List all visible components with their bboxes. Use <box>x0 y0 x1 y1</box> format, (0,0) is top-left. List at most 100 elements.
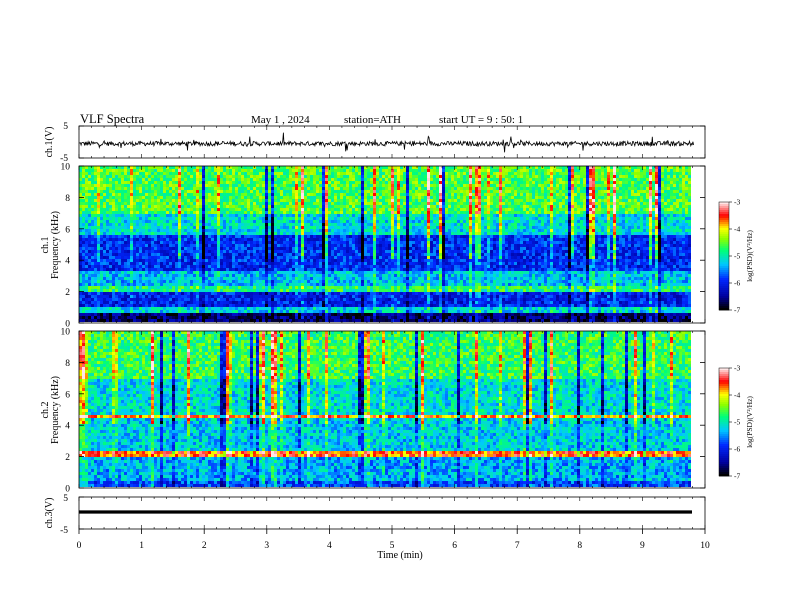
ch1-spec-cell <box>163 181 166 184</box>
ch1-spec-cell <box>526 187 529 190</box>
ch1-spec-cell <box>283 208 286 211</box>
ch1-spec-cell <box>319 187 322 190</box>
ch1-spec-cell <box>667 181 670 184</box>
ch1-spec-cell <box>580 211 583 214</box>
ch1-spec-cell <box>403 187 406 190</box>
ch1-spec-cell <box>655 232 658 235</box>
ch1-spec-cell <box>244 205 247 208</box>
ch1-spec-cell <box>427 187 430 190</box>
ch1-spec-cell <box>172 181 175 184</box>
ch1-spec-cell <box>82 175 85 178</box>
ch1-spec-cell <box>211 178 214 181</box>
ch1-spec-cell <box>136 226 139 229</box>
ch1-spec-cell <box>373 196 376 199</box>
ch1-spec-cell <box>625 223 628 226</box>
ch1-spec-cell <box>322 187 325 190</box>
ch1-spec-cell <box>235 166 238 169</box>
ch1-spec-cell <box>136 187 139 190</box>
ch1-spec-cell <box>364 199 367 202</box>
ch1-spec-cell <box>163 169 166 172</box>
ch1-spec-cell <box>502 220 505 223</box>
ch1-spec-cell <box>121 229 124 232</box>
ch1-spec-cell <box>88 187 91 190</box>
ch1-spec-cell <box>652 190 655 193</box>
ch1-spec-cell <box>208 169 211 172</box>
ch1-spec-cell <box>466 193 469 196</box>
ch1-spec-cell <box>289 193 292 196</box>
ch1-spec-cell <box>118 205 121 208</box>
ch1-spec-cell <box>100 238 103 241</box>
ch1-spec-cell <box>289 235 292 238</box>
ch1-spec-cell <box>628 193 631 196</box>
ch1-spec-cell <box>502 208 505 211</box>
ch1-spec-cell <box>628 181 631 184</box>
ch1-spec-cell <box>571 184 574 187</box>
ch1-spec-cell <box>256 208 259 211</box>
ch1-spec-cell <box>262 235 265 238</box>
ch1-spec-cell <box>130 235 133 238</box>
ch1-spec-cell <box>142 187 145 190</box>
ch1-spec-cell <box>424 220 427 223</box>
ch1-spec-cell <box>613 208 616 211</box>
ch1-spec-cell <box>655 190 658 193</box>
ch1-spec-cell <box>688 187 691 190</box>
ch1-spec-cell <box>178 190 181 193</box>
ch1-spec-cell <box>340 187 343 190</box>
ch1-spec-cell <box>286 181 289 184</box>
ch1-spec-cell <box>169 193 172 196</box>
ch1-spec-cell <box>616 226 619 229</box>
ch1-spec-cell <box>397 226 400 229</box>
ch1-spec-cell <box>559 190 562 193</box>
ch1-spec-cell <box>538 226 541 229</box>
ch1-spec-cell <box>304 172 307 175</box>
ch1-spec-cell <box>124 223 127 226</box>
ch1-spec-cell <box>592 211 595 214</box>
ch1-spec-cell <box>640 226 643 229</box>
ch1-spec-cell <box>667 202 670 205</box>
ch1-spec-cell <box>589 229 592 232</box>
ch1-spec-cell <box>181 190 184 193</box>
ch1-spec-cell <box>607 211 610 214</box>
ch1-spec-cell <box>91 178 94 181</box>
ch1-spec-cell <box>487 220 490 223</box>
ch1-spec-cell <box>679 181 682 184</box>
ch1-spec-cell <box>403 208 406 211</box>
ch1-spec-cell <box>673 235 676 238</box>
ch1-spec-cell <box>667 172 670 175</box>
ch1-spec-cell <box>277 193 280 196</box>
ch1-spec-cell <box>241 193 244 196</box>
ch1-spec-cell <box>577 175 580 178</box>
ch1-spec-cell <box>361 214 364 217</box>
ch1-spec-cell <box>220 190 223 193</box>
ch1-spec-cell <box>301 220 304 223</box>
ch1-spec-cell <box>373 199 376 202</box>
ch1-spec-cell <box>433 166 436 169</box>
ch1-spec-cell <box>274 238 277 241</box>
ch1-spec-cell <box>508 169 511 172</box>
ch1-spec-cell <box>340 223 343 226</box>
ch1-spec-cell <box>400 181 403 184</box>
ch1-spec-cell <box>577 211 580 214</box>
ch1-spec-cell <box>295 187 298 190</box>
ch1-spec-cell <box>163 196 166 199</box>
ch1-spec-cell <box>217 196 220 199</box>
ch1-spec-cell <box>505 178 508 181</box>
ch1-spec-cell <box>391 226 394 229</box>
ch1-spec-cell <box>262 217 265 220</box>
ch1-spec-cell <box>526 193 529 196</box>
ch1-spec-cell <box>379 217 382 220</box>
ch1-spec-cell <box>430 172 433 175</box>
ch1-spec-cell <box>172 232 175 235</box>
ch1-spec-cell <box>205 172 208 175</box>
ch1-spec-cell <box>529 181 532 184</box>
ch1-spec-cell <box>544 196 547 199</box>
ch1-spec-cell <box>256 211 259 214</box>
ch1-spec-cell <box>349 214 352 217</box>
ch1-spec-cell <box>370 232 373 235</box>
ch1-spec-cell <box>535 220 538 223</box>
ch1-spec-cell <box>430 196 433 199</box>
ch1-spec-cell <box>94 220 97 223</box>
ch1-spec-cell <box>190 172 193 175</box>
ch1-spec-cell <box>595 229 598 232</box>
ch1-spec-cell <box>376 220 379 223</box>
